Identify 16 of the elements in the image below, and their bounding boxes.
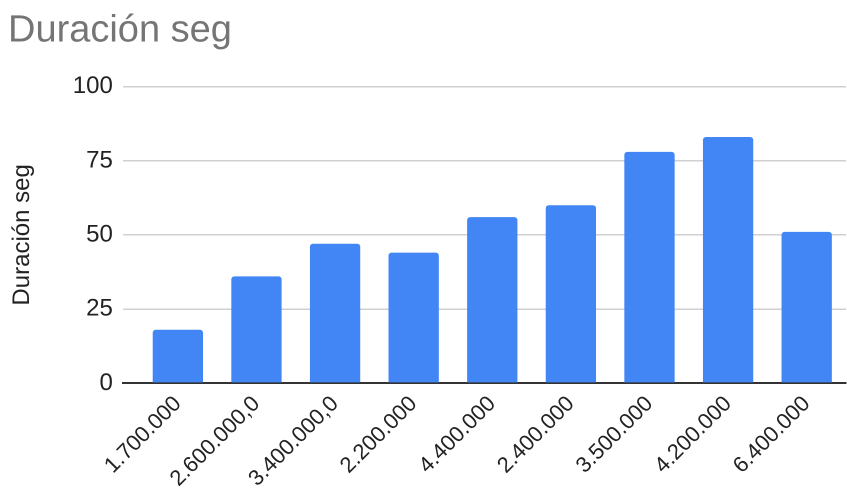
y-axis-title: Duración seg	[8, 164, 36, 306]
bar	[546, 205, 596, 382]
y-tick-label: 100	[72, 72, 113, 100]
bar	[702, 137, 754, 382]
y-tick-label: 50	[86, 220, 113, 248]
bar	[624, 152, 675, 382]
chart-title: Duración seg	[8, 8, 232, 50]
bar	[310, 244, 360, 382]
bar	[782, 232, 832, 382]
bar	[388, 252, 439, 382]
bar	[467, 217, 518, 382]
y-tick-label: 25	[86, 294, 113, 322]
bar	[231, 276, 282, 382]
y-tick-label: 0	[99, 368, 113, 396]
y-tick-label: 75	[86, 146, 113, 174]
bar	[152, 330, 204, 382]
